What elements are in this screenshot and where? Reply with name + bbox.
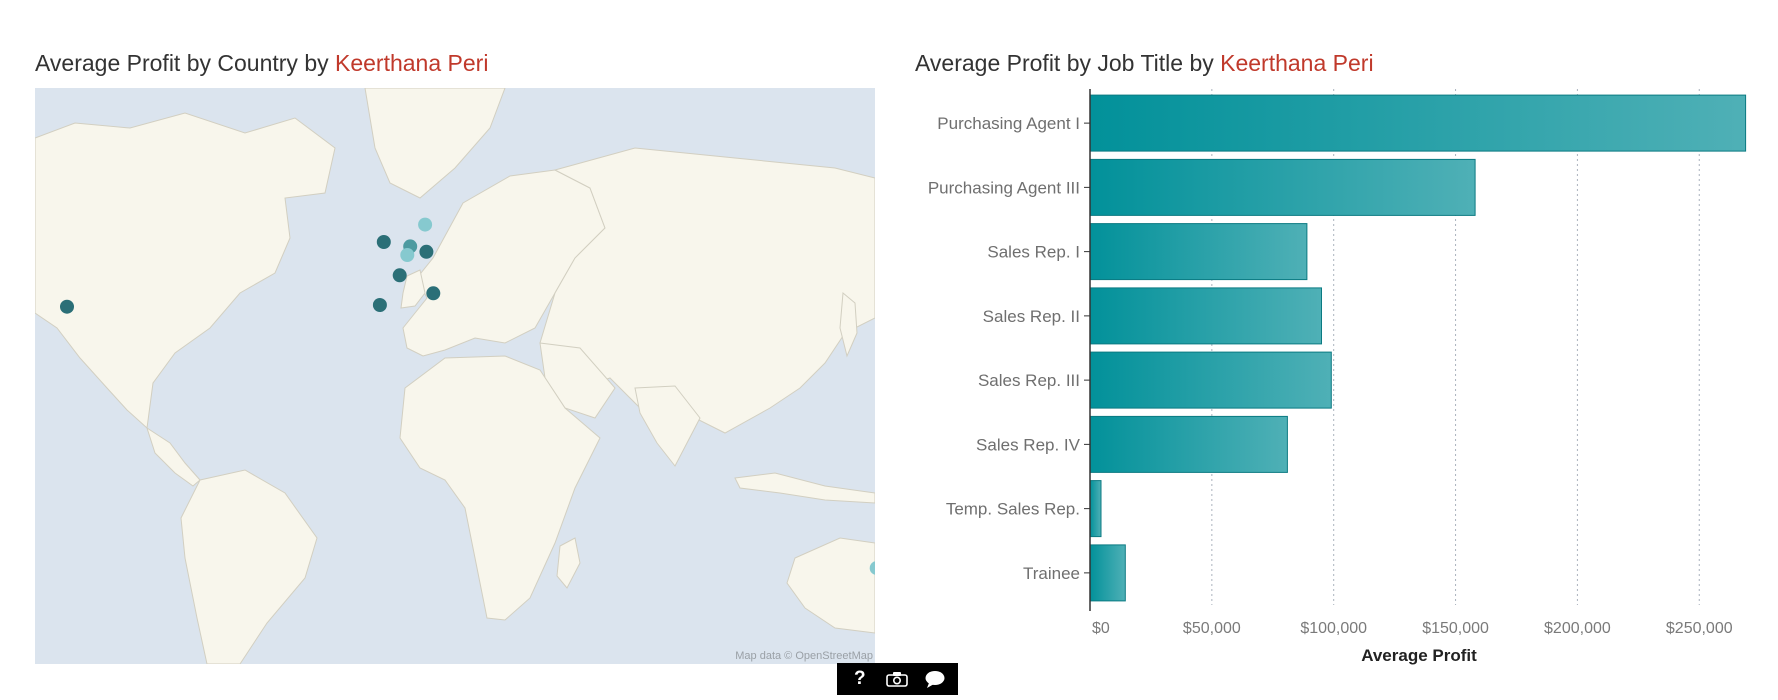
british-isles (400, 269, 426, 309)
x-tick-label: $150,000 (1422, 620, 1489, 637)
speech-bubble-icon (925, 671, 945, 688)
question-mark-icon: ? (854, 668, 866, 689)
bar[interactable] (1089, 480, 1102, 538)
y-tick-label: Temp. Sales Rep. (946, 500, 1080, 519)
chart-x-axis-labels: $0 $50,000 $100,000 $150,000 $200,000 $250,00… (1092, 620, 1733, 637)
map-title-author: Keerthana Peri (335, 50, 489, 76)
help-button[interactable]: ? (845, 666, 875, 692)
map-marker-denmark[interactable]: Denmark (418, 217, 433, 232)
map-marker-australia[interactable]: Australia (869, 561, 875, 575)
bar-chart-canvas[interactable]: Purchasing Agent I Purchasing Agent III Sa… (905, 80, 1765, 670)
y-tick-label: Purchasing Agent III (928, 178, 1080, 197)
map-panel-title: Average Profit by Country by Keerthana P… (35, 50, 488, 77)
africa (399, 355, 601, 621)
map-marker-united-kingdom[interactable]: United Kingdom (376, 235, 391, 249)
bar[interactable] (1089, 415, 1288, 473)
bar[interactable] (1089, 351, 1332, 409)
map-marker-germany[interactable]: Germany (419, 244, 434, 259)
x-tick-label: $200,000 (1544, 620, 1611, 637)
india (634, 385, 701, 467)
camera-icon (886, 672, 909, 687)
land-masses (35, 88, 875, 664)
x-tick-label: $250,000 (1666, 620, 1733, 637)
map-marker-france[interactable]: France (392, 268, 407, 283)
map-attribution[interactable]: Map data © OpenStreetMap (735, 650, 873, 662)
north-america (35, 112, 336, 430)
y-tick-label: Sales Rep. IV (976, 435, 1081, 454)
south-america (180, 469, 318, 664)
chart-y-axis-labels: Purchasing Agent I Purchasing Agent III Sa… (928, 114, 1090, 583)
map-marker-united-states[interactable]: United States (60, 299, 74, 314)
y-tick-label: Purchasing Agent I (937, 114, 1080, 133)
chart-x-axis-title: Average Profit (1361, 646, 1477, 665)
indonesia (734, 472, 875, 504)
x-tick-label: $50,000 (1183, 620, 1241, 637)
madagascar (556, 537, 581, 589)
map-marker-spain[interactable]: Spain (372, 298, 387, 312)
bar-chart[interactable]: Purchasing Agent I Purchasing Agent III Sa… (905, 80, 1765, 670)
x-tick-label: $0 (1092, 620, 1110, 637)
y-tick-label: Sales Rep. II (983, 307, 1080, 326)
bar[interactable] (1089, 223, 1308, 281)
floating-toolbar: ? (837, 663, 958, 695)
chart-title-prefix: Average Profit by Job Title by (915, 50, 1221, 76)
map-title-prefix: Average Profit by Country by (35, 50, 335, 76)
world-map[interactable]: United StatesUnited KingdomDenmarkNether… (35, 88, 875, 664)
world-map-canvas[interactable]: United StatesUnited KingdomDenmarkNether… (35, 88, 875, 664)
y-tick-label: Trainee (1023, 564, 1080, 583)
chart-panel-title: Average Profit by Job Title by Keerthana… (915, 50, 1374, 77)
bar[interactable] (1089, 287, 1322, 345)
map-marker-italy[interactable]: Italy (426, 286, 441, 301)
map-marker-belgium[interactable]: Belgium (400, 248, 415, 262)
chart-title-author: Keerthana Peri (1220, 50, 1374, 76)
bar[interactable] (1089, 544, 1126, 602)
greenland (364, 88, 506, 199)
chart-bars[interactable] (1089, 94, 1747, 602)
japan (839, 292, 858, 358)
central-america (146, 426, 201, 487)
video-button[interactable] (882, 666, 912, 692)
country-markers[interactable]: United StatesUnited KingdomDenmarkNether… (60, 217, 875, 575)
y-tick-label: Sales Rep. I (987, 243, 1080, 262)
bar[interactable] (1089, 94, 1747, 152)
australia (786, 537, 875, 634)
x-tick-label: $100,000 (1300, 620, 1367, 637)
y-tick-label: Sales Rep. III (978, 371, 1080, 390)
comment-button[interactable] (920, 666, 950, 692)
bar[interactable] (1089, 158, 1476, 216)
